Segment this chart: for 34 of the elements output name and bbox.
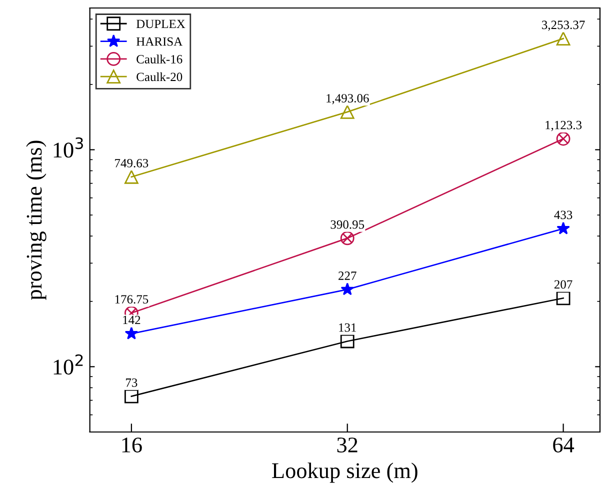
legend-label: Caulk-16 [136, 54, 182, 64]
point [340, 105, 354, 119]
x-tick-label: 32 [337, 438, 358, 452]
point [340, 282, 354, 296]
data-label: 390.95 [330, 220, 364, 229]
data-label: 3,253.37 [542, 20, 585, 31]
data-label: 131 [339, 323, 356, 332]
y-tick-label: 10$^{3}$ [54, 137, 83, 158]
point [124, 326, 138, 340]
x-tick-label: 64 [553, 438, 574, 452]
point [124, 389, 138, 404]
data-label: 176.75 [115, 295, 148, 304]
data-label: 1,493.06 [326, 94, 369, 104]
legend-label: DUPLEX [136, 20, 186, 28]
point [340, 334, 354, 348]
x-tick-label: 16 [122, 438, 142, 452]
x-axis-title: Lookup size (m) [272, 462, 418, 483]
data-label: 73 [126, 378, 138, 387]
point [340, 231, 354, 246]
point [556, 32, 570, 46]
point [124, 170, 138, 184]
data-label: 749.63 [115, 158, 148, 168]
data-label: 207 [554, 280, 572, 289]
data-label: 142 [123, 316, 140, 324]
data-label: 433 [554, 210, 572, 220]
legend-label: Caulk-20 [136, 72, 182, 82]
data-label: 227 [338, 272, 356, 280]
legend-label: HARISA [136, 37, 183, 46]
y-tick-label: 10$^{2}$ [54, 354, 83, 375]
point [556, 132, 570, 146]
data-label: 1,123.3 [546, 120, 582, 132]
y-axis-title: proving time (ms) [26, 140, 46, 300]
point [556, 222, 570, 234]
point [556, 291, 570, 306]
